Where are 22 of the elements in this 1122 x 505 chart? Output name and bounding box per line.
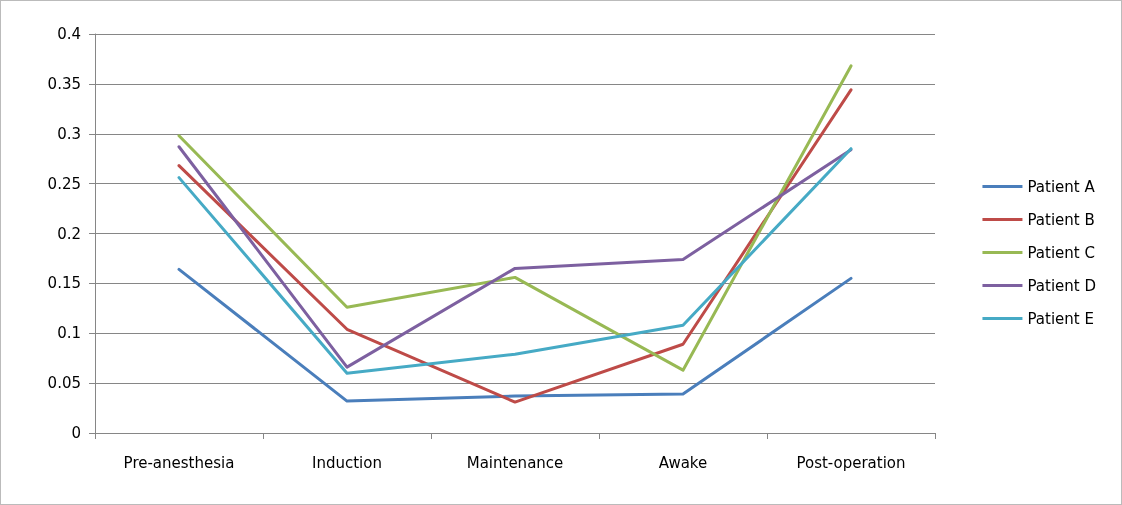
y-tick-label: 0.2 bbox=[57, 224, 81, 243]
x-tick-label: Awake bbox=[658, 453, 708, 472]
legend-label: Patient A bbox=[1027, 177, 1096, 196]
x-tick-label: Maintenance bbox=[466, 453, 564, 472]
legend-label: Patient C bbox=[1027, 243, 1095, 262]
y-tick-label: 0.35 bbox=[47, 74, 81, 93]
y-tick-label: 0.25 bbox=[47, 174, 81, 193]
y-tick-label: 0.15 bbox=[47, 274, 81, 293]
line-series bbox=[177, 267, 853, 403]
x-tick-label: Post-operation bbox=[796, 453, 906, 472]
x-tick-label: Induction bbox=[312, 453, 382, 472]
x-tick-label: Pre-anesthesia bbox=[123, 453, 235, 472]
y-tick-label: 0.3 bbox=[57, 124, 81, 143]
legend-label: Patient D bbox=[1027, 276, 1097, 295]
line-series bbox=[177, 64, 853, 372]
y-tick-label: 0.1 bbox=[57, 324, 81, 343]
y-tick-label: 0 bbox=[71, 424, 81, 442]
y-tick-label: 0.05 bbox=[47, 374, 81, 393]
legend-label: Patient E bbox=[1027, 309, 1094, 328]
line-series bbox=[177, 88, 853, 404]
y-tick-label: 0.4 bbox=[57, 25, 81, 43]
legend-label: Patient B bbox=[1027, 210, 1095, 229]
